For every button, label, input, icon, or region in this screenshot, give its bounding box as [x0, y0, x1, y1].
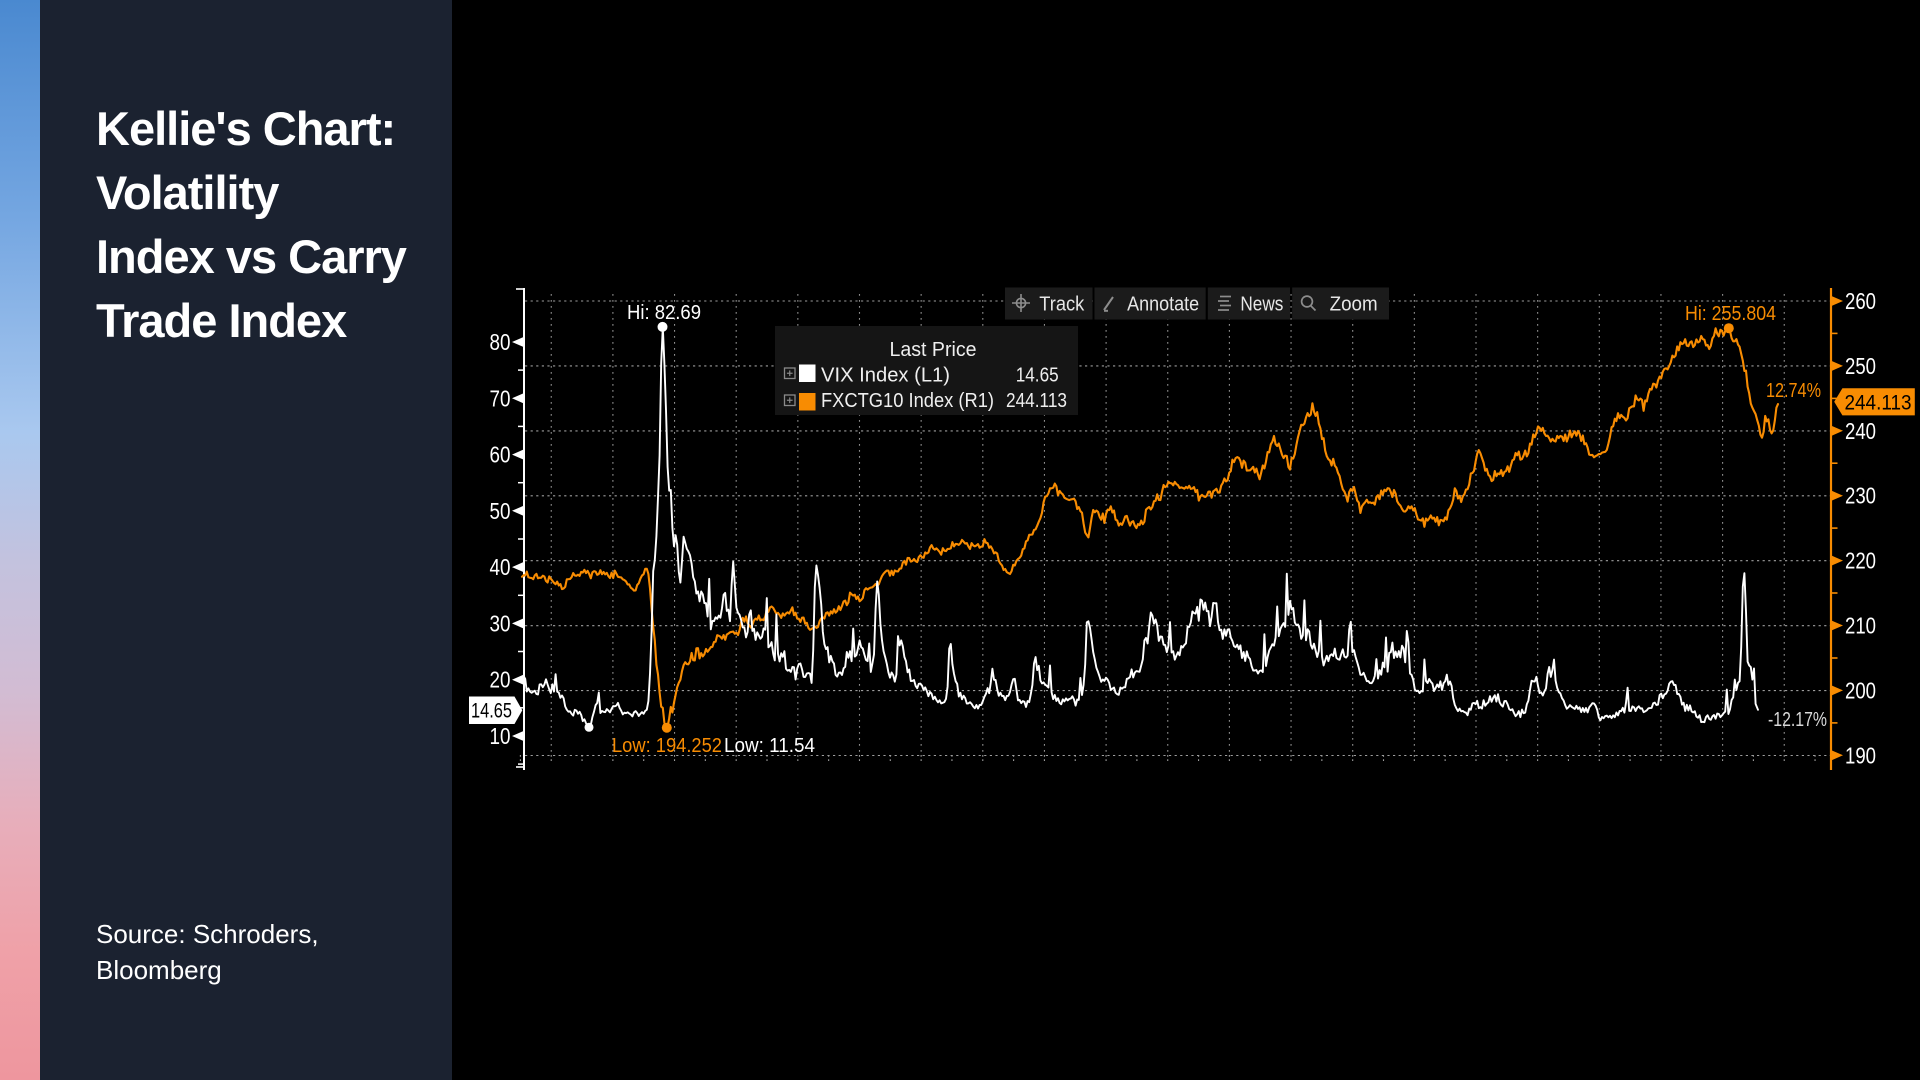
svg-text:240: 240	[1845, 418, 1876, 444]
svg-text:14.65: 14.65	[471, 700, 512, 723]
svg-text:Last Price: Last Price	[890, 339, 977, 361]
svg-text:244.113: 244.113	[1006, 390, 1067, 412]
svg-text:News: News	[1240, 293, 1283, 316]
svg-text:220: 220	[1845, 548, 1876, 574]
svg-text:12.74%: 12.74%	[1766, 380, 1821, 402]
svg-text:20: 20	[490, 667, 511, 693]
svg-text:Hi: 82.69: Hi: 82.69	[627, 302, 701, 324]
svg-text:230: 230	[1845, 483, 1876, 509]
svg-text:10: 10	[490, 723, 511, 749]
svg-text:250: 250	[1845, 353, 1876, 379]
svg-text:30: 30	[490, 610, 511, 636]
svg-text:60: 60	[490, 442, 511, 468]
svg-text:50: 50	[490, 498, 511, 524]
svg-text:Hi: 255.804: Hi: 255.804	[1685, 303, 1776, 325]
svg-text:Zoom: Zoom	[1330, 293, 1378, 316]
svg-text:FXCTG10 Index (R1): FXCTG10 Index (R1)	[821, 390, 994, 412]
svg-text:210: 210	[1845, 613, 1876, 639]
svg-text:VIX Index (L1): VIX Index (L1)	[821, 365, 950, 387]
svg-text:Track: Track	[1039, 293, 1085, 316]
svg-text:70: 70	[490, 385, 511, 411]
svg-text:244.113: 244.113	[1845, 392, 1912, 415]
svg-text:Low: 194.252: Low: 194.252	[612, 735, 722, 757]
svg-text:260: 260	[1845, 288, 1876, 314]
svg-text:190: 190	[1845, 742, 1876, 768]
svg-text:Annotate: Annotate	[1127, 293, 1199, 316]
svg-text:200: 200	[1845, 677, 1876, 703]
svg-text:Low: 11.54: Low: 11.54	[724, 735, 815, 757]
svg-text:40: 40	[490, 554, 511, 580]
svg-text:14.65: 14.65	[1016, 365, 1059, 387]
svg-text:80: 80	[490, 329, 511, 355]
svg-text:-12.17%: -12.17%	[1768, 709, 1827, 731]
